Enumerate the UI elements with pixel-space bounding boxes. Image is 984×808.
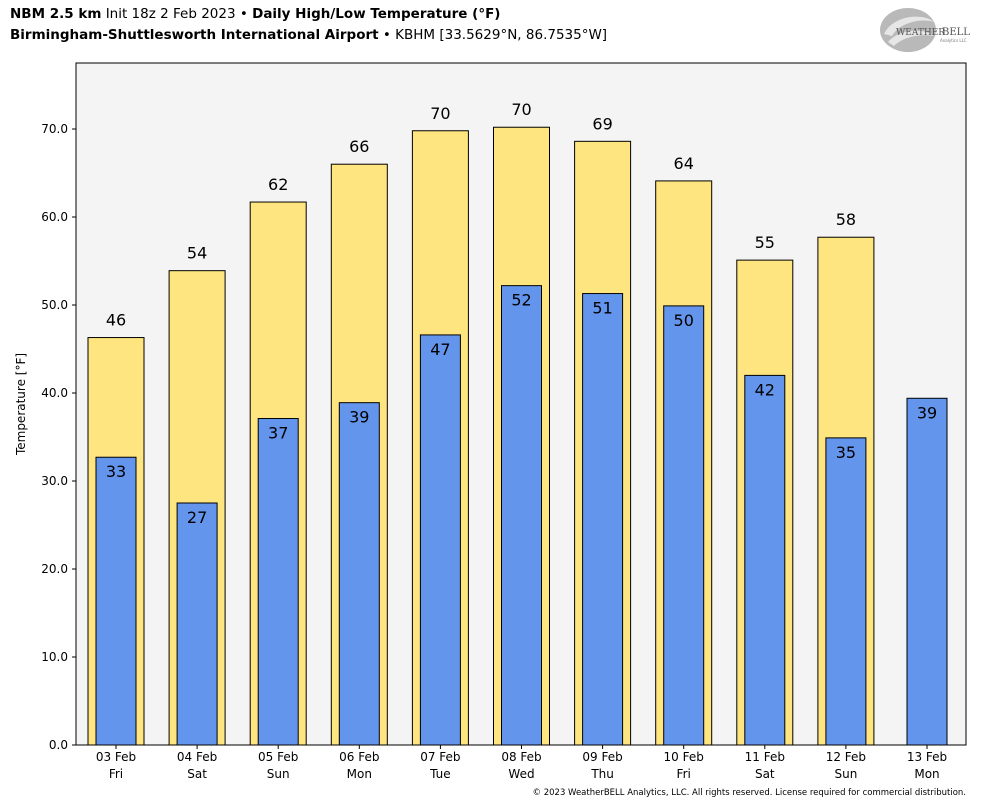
- low-bar: [744, 374, 786, 746]
- weatherbell-logo: WEATHER BELL Analytics LLC: [880, 8, 970, 52]
- low-bar: [825, 437, 867, 746]
- low-bar: [419, 334, 461, 746]
- low-bar: [501, 285, 542, 746]
- y-tick-label: 60.0: [41, 210, 68, 224]
- low-value-label: 39: [349, 408, 369, 427]
- x-tick-label-day: Fri: [109, 767, 123, 781]
- high-value-label: 46: [106, 311, 126, 330]
- x-tick-label-day: Sat: [755, 767, 775, 781]
- low-value-label: 37: [268, 424, 288, 443]
- high-value-label: 66: [349, 137, 369, 156]
- low-bar: [663, 305, 705, 746]
- model-name: NBM 2.5 km: [10, 6, 102, 22]
- chart-title-line-2: Birmingham-Shuttlesworth International A…: [10, 27, 607, 43]
- low-bar: [906, 397, 948, 746]
- low-value-label: 42: [755, 380, 775, 399]
- low-value-label: 35: [836, 443, 856, 462]
- bullet-separator: •: [239, 6, 248, 22]
- init-time: Init 18z 2 Feb 2023: [105, 6, 236, 22]
- x-tick-label-date: 04 Feb: [177, 750, 217, 764]
- low-bar: [338, 402, 380, 746]
- x-tick-label-date: 10 Feb: [664, 750, 704, 764]
- y-tick-label: 0.0: [49, 738, 68, 752]
- low-value-label: 47: [430, 340, 450, 359]
- high-value-label: 70: [430, 104, 450, 123]
- y-axis-label: Temperature [°F]: [14, 353, 28, 456]
- low-bar: [582, 293, 624, 746]
- low-bars: [95, 285, 948, 746]
- low-bar: [176, 502, 218, 746]
- low-value-label: 50: [674, 311, 694, 330]
- y-tick-label: 30.0: [41, 474, 68, 488]
- x-tick-label-date: 12 Feb: [826, 750, 866, 764]
- low-bar: [95, 456, 137, 746]
- station-info: KBHM [33.5629°N, 86.7535°W]: [395, 27, 608, 43]
- high-value-label: 64: [674, 154, 694, 173]
- low-value-label: 52: [511, 291, 531, 310]
- copyright-footer: © 2023 WeatherBELL Analytics, LLC. All r…: [532, 788, 966, 798]
- y-tick-label: 40.0: [41, 386, 68, 400]
- high-value-label: 62: [268, 175, 288, 194]
- chart-title-line-1: NBM 2.5 km Init 18z 2 Feb 2023 • Daily H…: [10, 6, 500, 22]
- x-tick-label-date: 03 Feb: [96, 750, 136, 764]
- value-labels: 46 33 54 27 62 37 66 39 70 47 70 52 69 51 64 50 55 42 58 35…: [106, 100, 937, 527]
- logo-text-b: BELL: [942, 27, 970, 38]
- y-tick-label: 10.0: [41, 650, 68, 664]
- low-value-label: 51: [592, 299, 612, 318]
- x-tick-label-day: Mon: [347, 767, 372, 781]
- x-tick-label-day: Wed: [508, 767, 534, 781]
- y-tick-label: 50.0: [41, 298, 68, 312]
- high-value-label: 70: [511, 100, 531, 119]
- x-tick-label-date: 06 Feb: [339, 750, 379, 764]
- low-value-label: 39: [917, 403, 937, 422]
- x-tick-label-day: Mon: [914, 767, 939, 781]
- x-tick-label-day: Fri: [677, 767, 691, 781]
- x-tick-label-date: 08 Feb: [501, 750, 541, 764]
- x-tick-label-day: Thu: [590, 767, 614, 781]
- y-tick-label: 20.0: [41, 562, 68, 576]
- high-value-label: 54: [187, 244, 207, 263]
- x-tick-label-date: 07 Feb: [420, 750, 460, 764]
- x-axis: 03 Feb Fri 04 Feb Sat 05 Feb Sun 06 Feb Mon 07 F…: [96, 745, 947, 781]
- x-tick-label-day: Sat: [187, 767, 207, 781]
- station-name: Birmingham-Shuttlesworth International A…: [10, 27, 379, 43]
- x-tick-label-date: 05 Feb: [258, 750, 298, 764]
- high-value-label: 58: [836, 210, 856, 229]
- x-tick-label-day: Tue: [429, 767, 451, 781]
- bullet-separator: •: [382, 27, 391, 43]
- logo-sub: Analytics LLC: [940, 38, 967, 43]
- x-tick-label-date: 13 Feb: [907, 750, 947, 764]
- x-tick-label-day: Sun: [267, 767, 290, 781]
- low-bar: [257, 418, 299, 746]
- x-tick-label-date: 09 Feb: [582, 750, 622, 764]
- high-value-label: 55: [755, 233, 775, 252]
- low-value-label: 33: [106, 462, 126, 481]
- high-value-label: 69: [592, 114, 612, 133]
- product-name: Daily High/Low Temperature (°F): [252, 6, 501, 22]
- y-tick-label: 70.0: [41, 122, 68, 136]
- x-tick-label-date: 11 Feb: [745, 750, 785, 764]
- y-axis: 0.0 10.0 20.0 30.0 40.0 50.0 60.0 70.0: [41, 122, 76, 752]
- logo-text-a: WEATHER: [896, 28, 945, 38]
- low-value-label: 27: [187, 508, 207, 527]
- x-tick-label-day: Sun: [834, 767, 857, 781]
